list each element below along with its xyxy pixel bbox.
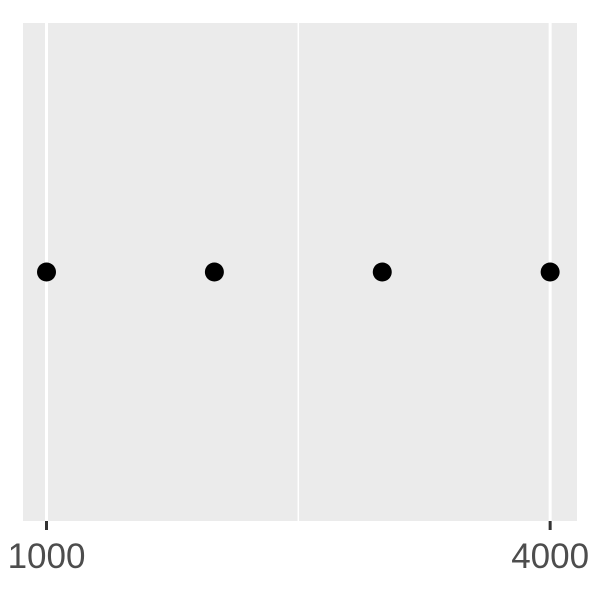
x-tick-label: 1000 (8, 537, 86, 576)
x-tick-label: 4000 (511, 537, 589, 576)
data-point (204, 262, 224, 282)
points-layer (37, 262, 560, 282)
data-point (37, 262, 57, 282)
plot-panel (23, 23, 577, 521)
x-axis: 1000 4000 (8, 521, 589, 576)
data-point (372, 262, 392, 282)
data-point (540, 262, 560, 282)
